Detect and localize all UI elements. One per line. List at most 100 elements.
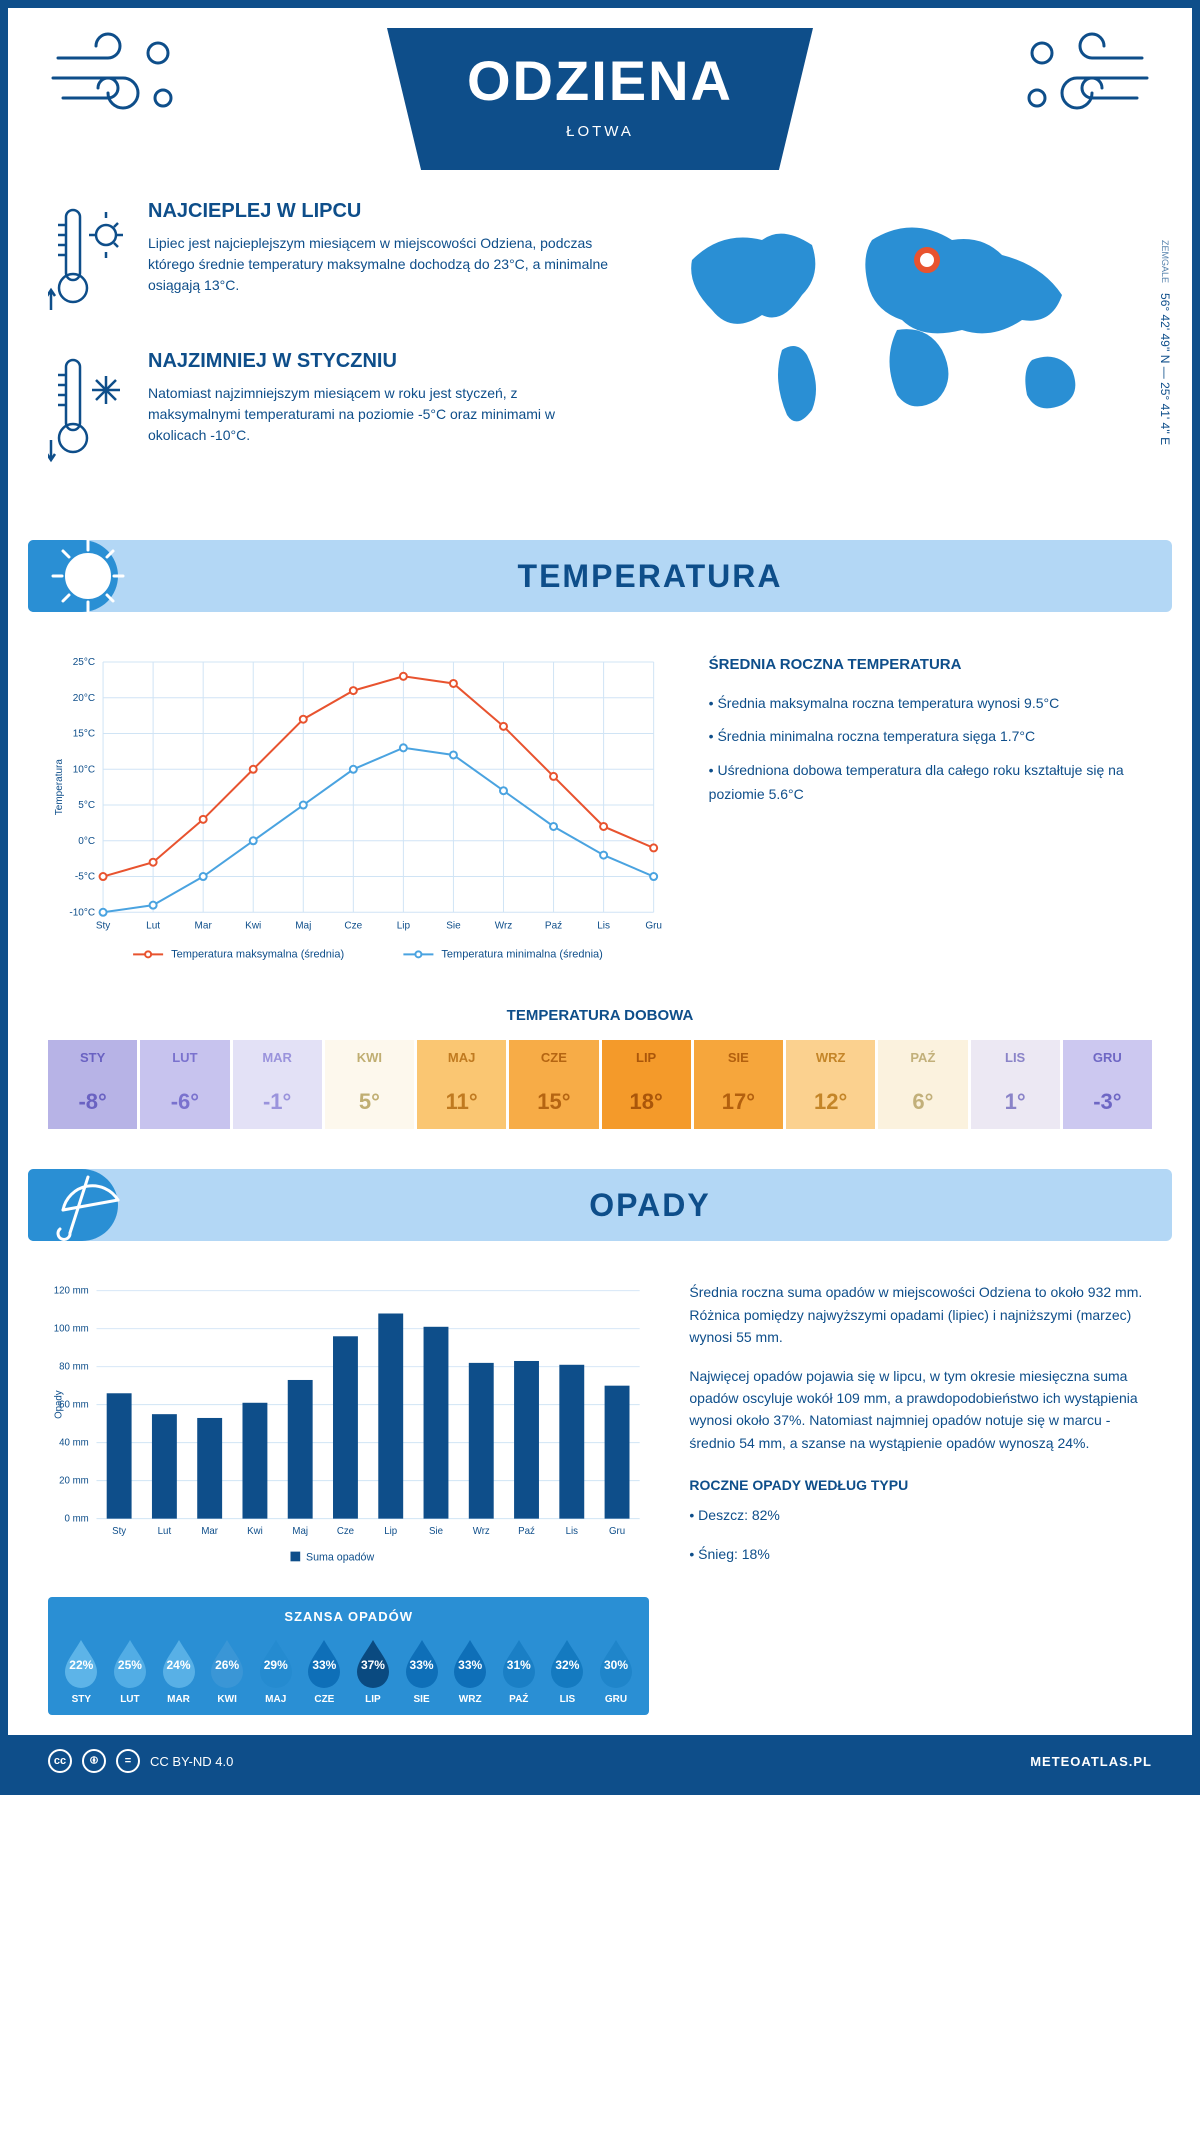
- svg-text:Temperatura minimalna (średnia: Temperatura minimalna (średnia): [441, 948, 602, 960]
- chance-heading: SZANSA OPADÓW: [58, 1609, 639, 1624]
- svg-text:Temperatura: Temperatura: [54, 759, 65, 816]
- svg-text:Sie: Sie: [429, 1527, 443, 1538]
- svg-text:Lip: Lip: [384, 1527, 397, 1538]
- svg-text:Cze: Cze: [337, 1527, 354, 1538]
- svg-text:-5°C: -5°C: [75, 872, 95, 883]
- svg-text:Paź: Paź: [545, 920, 562, 931]
- fact-hot-body: Lipiec jest najcieplejszym miesiącem w m…: [148, 233, 612, 296]
- page: ODZIENA ŁOTWA: [0, 0, 1200, 1795]
- svg-text:Wrz: Wrz: [473, 1527, 490, 1538]
- fact-coldest: NAJZIMNIEJ W STYCZNIU Natomiast najzimni…: [48, 350, 612, 470]
- daily-temp-cell: CZE15°: [509, 1040, 598, 1129]
- svg-text:25°C: 25°C: [73, 657, 95, 668]
- raindrop-icon: 31%: [497, 1636, 541, 1688]
- thermometer-snow-icon: [48, 350, 128, 470]
- svg-text:Lut: Lut: [146, 920, 160, 931]
- chance-cell: 33% CZE: [301, 1636, 348, 1705]
- fact-cold-heading: NAJZIMNIEJ W STYCZNIU: [148, 350, 612, 373]
- svg-text:20 mm: 20 mm: [59, 1476, 89, 1487]
- precip-chart: 0 mm20 mm40 mm60 mm80 mm100 mm120 mmOpad…: [48, 1281, 649, 1577]
- svg-text:Kwi: Kwi: [247, 1527, 263, 1538]
- temp-desc-p3: • Uśredniona dobowa temperatura dla całe…: [709, 759, 1152, 807]
- thermometer-sun-icon: [48, 200, 128, 320]
- raindrop-icon: 24%: [157, 1636, 201, 1688]
- fact-cold-body: Natomiast najzimniejszym miesiącem w rok…: [148, 383, 612, 446]
- svg-text:100 mm: 100 mm: [54, 1324, 89, 1335]
- svg-text:Paź: Paź: [518, 1527, 535, 1538]
- page-title: ODZIENA: [467, 48, 733, 113]
- svg-text:Temperatura maksymalna (średni: Temperatura maksymalna (średnia): [171, 948, 344, 960]
- svg-text:Opady: Opady: [54, 1391, 65, 1420]
- svg-text:Gru: Gru: [645, 920, 662, 931]
- temp-desc-heading: ŚREDNIA ROCZNA TEMPERATURA: [709, 652, 1152, 678]
- footer: cc 🅯 = CC BY-ND 4.0 METEOATLAS.PL: [8, 1735, 1192, 1787]
- chance-cell: 22% STY: [58, 1636, 105, 1705]
- chance-cell: 24% MAR: [155, 1636, 202, 1705]
- chance-cell: 29% MAJ: [252, 1636, 299, 1705]
- daily-temp-cell: WRZ12°: [786, 1040, 875, 1129]
- site-label: METEOATLAS.PL: [1030, 1754, 1152, 1769]
- svg-text:Maj: Maj: [292, 1527, 308, 1538]
- chance-cell: 37% LIP: [350, 1636, 397, 1705]
- svg-text:0°C: 0°C: [78, 836, 95, 847]
- chance-cell: 31% PAŹ: [495, 1636, 542, 1705]
- svg-text:5°C: 5°C: [78, 800, 95, 811]
- precip-description: Średnia roczna suma opadów w miejscowośc…: [689, 1281, 1152, 1715]
- chance-cell: 33% WRZ: [447, 1636, 494, 1705]
- svg-text:Lut: Lut: [158, 1527, 172, 1538]
- svg-text:0 mm: 0 mm: [65, 1514, 89, 1525]
- daily-temp-cell: PAŹ6°: [878, 1040, 967, 1129]
- svg-text:80 mm: 80 mm: [59, 1362, 89, 1373]
- daily-temp-cell: MAJ11°: [417, 1040, 506, 1129]
- header: ODZIENA ŁOTWA: [8, 8, 1192, 180]
- raindrop-icon: 33%: [400, 1636, 444, 1688]
- svg-text:Sty: Sty: [112, 1527, 126, 1538]
- daily-temp-cell: MAR-1°: [233, 1040, 322, 1129]
- intro-section: NAJCIEPLEJ W LIPCU Lipiec jest najcieple…: [8, 180, 1192, 530]
- svg-text:20°C: 20°C: [73, 693, 95, 704]
- raindrop-icon: 25%: [108, 1636, 152, 1688]
- wind-icon-right: [1012, 28, 1152, 128]
- chance-cell: 26% KWI: [204, 1636, 251, 1705]
- daily-temp-cell: LIS1°: [971, 1040, 1060, 1129]
- raindrop-icon: 33%: [448, 1636, 492, 1688]
- chance-cell: 25% LUT: [107, 1636, 154, 1705]
- precip-p1: Średnia roczna suma opadów w miejscowośc…: [689, 1281, 1152, 1348]
- fact-hot-heading: NAJCIEPLEJ W LIPCU: [148, 200, 612, 223]
- svg-text:Mar: Mar: [201, 1527, 218, 1538]
- country-label: ŁOTWA: [467, 123, 733, 140]
- temperature-description: ŚREDNIA ROCZNA TEMPERATURA • Średnia mak…: [709, 652, 1152, 977]
- precip-section: 0 mm20 mm40 mm60 mm80 mm100 mm120 mmOpad…: [8, 1251, 1192, 1735]
- precip-type-2: • Śnieg: 18%: [689, 1543, 1152, 1565]
- svg-text:Cze: Cze: [344, 920, 362, 931]
- daily-temp-cell: SIE17°: [694, 1040, 783, 1129]
- by-icon: 🅯: [82, 1749, 106, 1773]
- temp-desc-p2: • Średnia minimalna roczna temperatura s…: [709, 725, 1152, 749]
- fact-hottest: NAJCIEPLEJ W LIPCU Lipiec jest najcieple…: [48, 200, 612, 320]
- precip-type-heading: ROCZNE OPADY WEDŁUG TYPU: [689, 1474, 1152, 1496]
- daily-temp-cell: GRU-3°: [1063, 1040, 1152, 1129]
- title-block: ODZIENA ŁOTWA: [387, 28, 813, 170]
- world-map-icon: [652, 200, 1152, 440]
- svg-text:10°C: 10°C: [73, 764, 95, 775]
- raindrop-icon: 37%: [351, 1636, 395, 1688]
- chance-cell: 32% LIS: [544, 1636, 591, 1705]
- daily-temp-cell: LIP18°: [602, 1040, 691, 1129]
- svg-text:Kwi: Kwi: [245, 920, 261, 931]
- license-label: CC BY-ND 4.0: [150, 1754, 233, 1769]
- daily-temp-cell: STY-8°: [48, 1040, 137, 1129]
- precip-heading: OPADY: [158, 1187, 1142, 1224]
- svg-text:Mar: Mar: [195, 920, 213, 931]
- map-block: ZEMGALE 56° 42' 49'' N — 25° 41' 4'' E: [652, 200, 1152, 500]
- temp-desc-p1: • Średnia maksymalna roczna temperatura …: [709, 692, 1152, 716]
- svg-text:Sty: Sty: [96, 920, 110, 931]
- raindrop-icon: 29%: [254, 1636, 298, 1688]
- wind-icon-left: [48, 28, 188, 128]
- raindrop-icon: 30%: [594, 1636, 638, 1688]
- raindrop-icon: 22%: [59, 1636, 103, 1688]
- section-header-temperature: TEMPERATURA: [28, 540, 1172, 612]
- precip-p2: Najwięcej opadów pojawia się w lipcu, w …: [689, 1365, 1152, 1455]
- sun-icon: [48, 536, 128, 616]
- svg-text:Suma opadów: Suma opadów: [306, 1552, 374, 1564]
- chance-cell: 30% GRU: [593, 1636, 640, 1705]
